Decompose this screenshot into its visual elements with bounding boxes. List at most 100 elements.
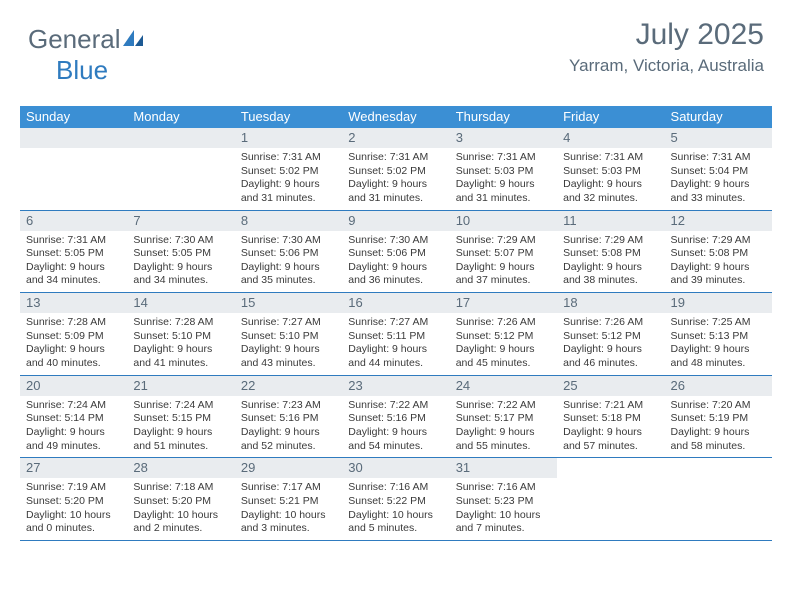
daylight-line-2: and 55 minutes. — [456, 440, 551, 454]
day-cell: 13Sunrise: 7:28 AMSunset: 5:09 PMDayligh… — [20, 293, 127, 375]
daylight-line-1: Daylight: 9 hours — [241, 261, 336, 275]
daylight-line-2: and 41 minutes. — [133, 357, 228, 371]
daylight-line-2: and 54 minutes. — [348, 440, 443, 454]
sunrise-line: Sunrise: 7:24 AM — [133, 399, 228, 413]
daylight-line-1: Daylight: 9 hours — [456, 343, 551, 357]
sunset-line: Sunset: 5:05 PM — [133, 247, 228, 261]
day-number: 5 — [665, 128, 772, 148]
daylight-line-2: and 39 minutes. — [671, 274, 766, 288]
day-body: Sunrise: 7:28 AMSunset: 5:09 PMDaylight:… — [20, 313, 127, 375]
sunrise-line: Sunrise: 7:31 AM — [671, 151, 766, 165]
day-body: Sunrise: 7:19 AMSunset: 5:20 PMDaylight:… — [20, 478, 127, 540]
day-cell — [20, 128, 127, 210]
brand-part2: Blue — [28, 55, 108, 85]
daylight-line-1: Daylight: 9 hours — [563, 426, 658, 440]
day-cell: 20Sunrise: 7:24 AMSunset: 5:14 PMDayligh… — [20, 376, 127, 458]
day-number: 15 — [235, 293, 342, 313]
sunrise-line: Sunrise: 7:27 AM — [348, 316, 443, 330]
daylight-line-1: Daylight: 9 hours — [241, 178, 336, 192]
sunset-line: Sunset: 5:20 PM — [133, 495, 228, 509]
day-number: 27 — [20, 458, 127, 478]
day-cell — [665, 458, 772, 540]
daylight-line-1: Daylight: 9 hours — [563, 261, 658, 275]
weekday-header-row: SundayMondayTuesdayWednesdayThursdayFrid… — [20, 106, 772, 128]
daylight-line-1: Daylight: 9 hours — [348, 178, 443, 192]
daylight-line-1: Daylight: 9 hours — [348, 261, 443, 275]
day-number: 29 — [235, 458, 342, 478]
day-number-empty — [127, 128, 234, 148]
day-cell: 30Sunrise: 7:16 AMSunset: 5:22 PMDayligh… — [342, 458, 449, 540]
daylight-line-1: Daylight: 9 hours — [456, 426, 551, 440]
sunrise-line: Sunrise: 7:28 AM — [133, 316, 228, 330]
daylight-line-1: Daylight: 9 hours — [456, 178, 551, 192]
daylight-line-1: Daylight: 9 hours — [26, 426, 121, 440]
header-right: July 2025 Yarram, Victoria, Australia — [569, 18, 764, 76]
day-body: Sunrise: 7:23 AMSunset: 5:16 PMDaylight:… — [235, 396, 342, 458]
day-cell: 26Sunrise: 7:20 AMSunset: 5:19 PMDayligh… — [665, 376, 772, 458]
day-cell: 16Sunrise: 7:27 AMSunset: 5:11 PMDayligh… — [342, 293, 449, 375]
sunrise-line: Sunrise: 7:31 AM — [26, 234, 121, 248]
sunrise-line: Sunrise: 7:23 AM — [241, 399, 336, 413]
day-cell: 2Sunrise: 7:31 AMSunset: 5:02 PMDaylight… — [342, 128, 449, 210]
day-cell: 25Sunrise: 7:21 AMSunset: 5:18 PMDayligh… — [557, 376, 664, 458]
day-cell: 17Sunrise: 7:26 AMSunset: 5:12 PMDayligh… — [450, 293, 557, 375]
day-body: Sunrise: 7:31 AMSunset: 5:04 PMDaylight:… — [665, 148, 772, 210]
day-body: Sunrise: 7:17 AMSunset: 5:21 PMDaylight:… — [235, 478, 342, 540]
day-number: 18 — [557, 293, 664, 313]
day-body: Sunrise: 7:26 AMSunset: 5:12 PMDaylight:… — [557, 313, 664, 375]
daylight-line-2: and 36 minutes. — [348, 274, 443, 288]
daylight-line-1: Daylight: 10 hours — [26, 509, 121, 523]
day-number: 10 — [450, 211, 557, 231]
day-number: 3 — [450, 128, 557, 148]
sail-icon — [123, 24, 145, 55]
day-body: Sunrise: 7:18 AMSunset: 5:20 PMDaylight:… — [127, 478, 234, 540]
day-number: 28 — [127, 458, 234, 478]
daylight-line-2: and 46 minutes. — [563, 357, 658, 371]
sunset-line: Sunset: 5:02 PM — [241, 165, 336, 179]
daylight-line-2: and 7 minutes. — [456, 522, 551, 536]
daylight-line-2: and 31 minutes. — [241, 192, 336, 206]
day-number: 2 — [342, 128, 449, 148]
daylight-line-1: Daylight: 9 hours — [241, 343, 336, 357]
sunset-line: Sunset: 5:12 PM — [456, 330, 551, 344]
daylight-line-2: and 35 minutes. — [241, 274, 336, 288]
daylight-line-1: Daylight: 9 hours — [133, 343, 228, 357]
day-cell: 28Sunrise: 7:18 AMSunset: 5:20 PMDayligh… — [127, 458, 234, 540]
day-cell: 11Sunrise: 7:29 AMSunset: 5:08 PMDayligh… — [557, 211, 664, 293]
sunrise-line: Sunrise: 7:20 AM — [671, 399, 766, 413]
sunset-line: Sunset: 5:15 PM — [133, 412, 228, 426]
day-number: 9 — [342, 211, 449, 231]
day-body: Sunrise: 7:29 AMSunset: 5:08 PMDaylight:… — [557, 231, 664, 293]
daylight-line-2: and 34 minutes. — [26, 274, 121, 288]
day-cell: 29Sunrise: 7:17 AMSunset: 5:21 PMDayligh… — [235, 458, 342, 540]
day-number: 17 — [450, 293, 557, 313]
daylight-line-1: Daylight: 10 hours — [348, 509, 443, 523]
week-row: 1Sunrise: 7:31 AMSunset: 5:02 PMDaylight… — [20, 128, 772, 211]
day-body: Sunrise: 7:21 AMSunset: 5:18 PMDaylight:… — [557, 396, 664, 458]
daylight-line-2: and 31 minutes. — [456, 192, 551, 206]
day-cell: 24Sunrise: 7:22 AMSunset: 5:17 PMDayligh… — [450, 376, 557, 458]
weekday-header: Monday — [127, 106, 234, 128]
daylight-line-2: and 40 minutes. — [26, 357, 121, 371]
sunset-line: Sunset: 5:08 PM — [563, 247, 658, 261]
day-number: 11 — [557, 211, 664, 231]
day-body: Sunrise: 7:30 AMSunset: 5:06 PMDaylight:… — [235, 231, 342, 293]
daylight-line-2: and 58 minutes. — [671, 440, 766, 454]
sunrise-line: Sunrise: 7:30 AM — [348, 234, 443, 248]
day-cell: 18Sunrise: 7:26 AMSunset: 5:12 PMDayligh… — [557, 293, 664, 375]
day-cell: 10Sunrise: 7:29 AMSunset: 5:07 PMDayligh… — [450, 211, 557, 293]
daylight-line-2: and 37 minutes. — [456, 274, 551, 288]
day-number: 21 — [127, 376, 234, 396]
weekday-header: Wednesday — [342, 106, 449, 128]
sunset-line: Sunset: 5:09 PM — [26, 330, 121, 344]
day-number-empty — [665, 458, 772, 478]
day-body: Sunrise: 7:29 AMSunset: 5:08 PMDaylight:… — [665, 231, 772, 293]
sunset-line: Sunset: 5:03 PM — [563, 165, 658, 179]
daylight-line-1: Daylight: 9 hours — [671, 178, 766, 192]
sunrise-line: Sunrise: 7:29 AM — [563, 234, 658, 248]
day-number: 14 — [127, 293, 234, 313]
sunset-line: Sunset: 5:08 PM — [671, 247, 766, 261]
daylight-line-1: Daylight: 9 hours — [133, 426, 228, 440]
daylight-line-1: Daylight: 9 hours — [26, 261, 121, 275]
daylight-line-2: and 31 minutes. — [348, 192, 443, 206]
